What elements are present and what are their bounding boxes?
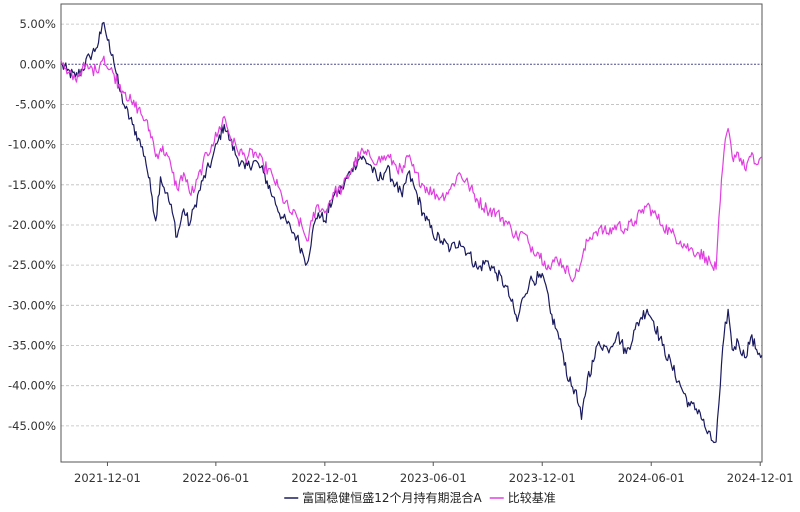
x-tick-label: 2024-06-01 [618,471,685,485]
x-tick-label: 2021-12-01 [74,471,141,485]
y-tick-label: -5.00% [15,97,56,111]
x-tick-label: 2023-12-01 [509,471,576,485]
x-tick-label: 2024-12-01 [727,471,794,485]
legend: 富国稳健恒盛12个月持有期混合A 比较基准 [284,490,556,505]
y-tick-label: -30.00% [8,298,56,312]
y-tick-label: 0.00% [19,57,56,71]
series-line-benchmark [60,55,763,283]
legend-label-benchmark: 比较基准 [508,490,556,505]
x-tick-label: 2022-06-01 [182,471,249,485]
grid-layer [61,23,762,427]
y-tick-label: 5.00% [19,17,56,31]
x-tick-label: 2022-12-01 [291,471,358,485]
x-tick-label: 2023-06-01 [400,471,467,485]
y-tick-label: -45.00% [8,419,56,433]
y-tick-label: -25.00% [8,258,56,272]
y-axis-tick-labels: 5.00% 0.00% -5.00% -10.00% -15.00% -20.00% -25… [8,17,56,433]
plot-area-frame [60,3,763,463]
y-tick-label: -35.00% [8,338,56,352]
series-line-fund [60,21,763,444]
x-axis-tick-labels: 2021-12-01 2022-06-01 2022-12-01 2023-06-01… [74,462,794,485]
legend-label-fund: 富国稳健恒盛12个月持有期混合A [302,490,482,505]
y-tick-label: -40.00% [8,379,56,393]
y-tick-label: -15.00% [8,178,56,192]
y-tick-label: -20.00% [8,218,56,232]
series-layer [60,21,763,444]
y-tick-label: -10.00% [8,138,56,152]
